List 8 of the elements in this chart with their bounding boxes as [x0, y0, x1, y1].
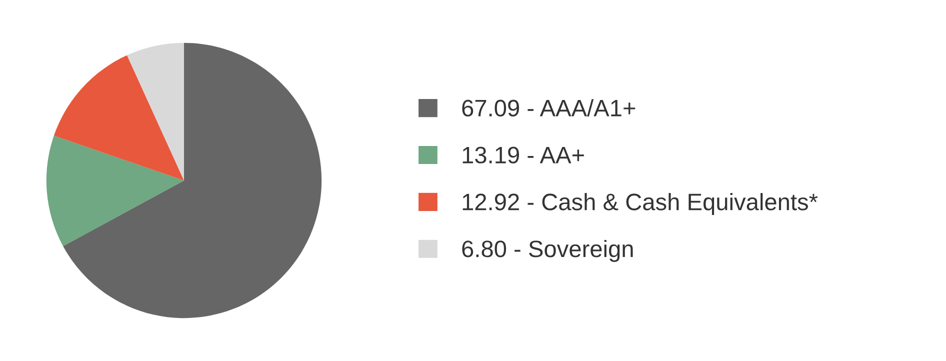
legend-label: 67.09 - AAA/A1+	[462, 99, 636, 117]
pie-slice	[46, 136, 184, 246]
legend-label: 12.92 - Cash & Cash Equivalents*	[462, 193, 818, 216]
legend-label: 13.19 - AA+	[462, 146, 584, 164]
legend-label: 6.80 - Sovereign	[462, 240, 633, 262]
pie-slice	[63, 42, 322, 318]
pie-slice	[126, 42, 184, 180]
pie-slice	[54, 55, 184, 180]
